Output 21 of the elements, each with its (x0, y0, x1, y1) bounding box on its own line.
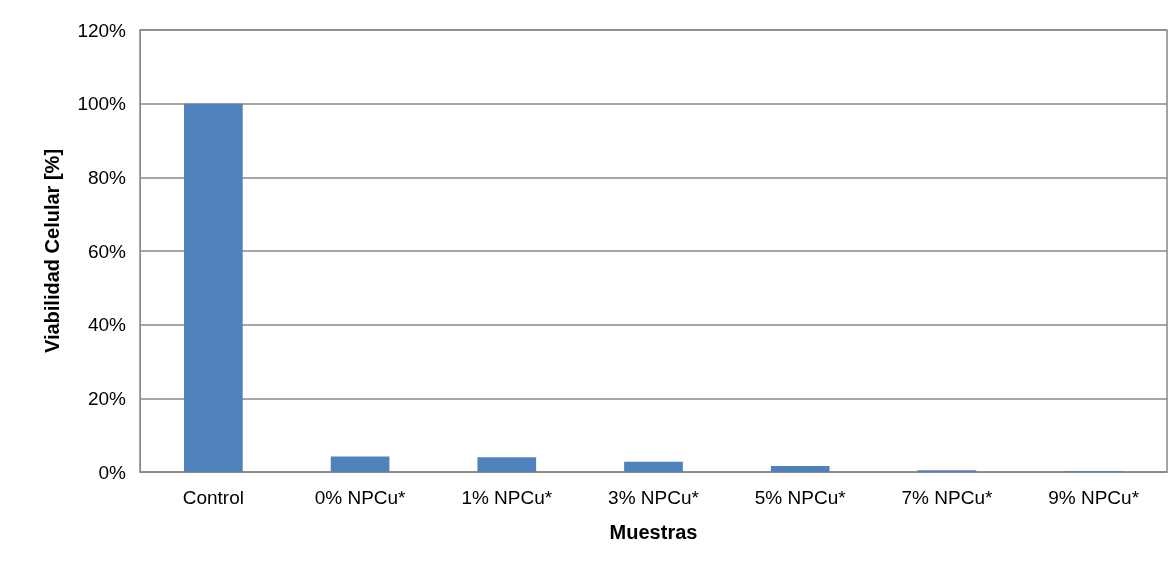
bar (184, 103, 243, 472)
x-tick-label: 0% NPCu* (314, 487, 407, 508)
x-tick-label: 9% NPCu* (1048, 487, 1140, 508)
x-tick-label: 7% NPCu* (901, 487, 993, 508)
bar (624, 461, 683, 472)
y-tick-label: 0% (98, 461, 127, 483)
x-tick-label: 3% NPCu* (608, 487, 700, 508)
y-tick-label: 40% (87, 314, 127, 336)
y-axis-title: Viabilidad Celular [%] (41, 148, 63, 354)
y-tick-label: 60% (87, 240, 127, 262)
x-tick-label: Control (182, 487, 244, 508)
x-tick-label: 1% NPCu* (461, 487, 553, 508)
bar (477, 457, 537, 472)
bar (770, 466, 830, 472)
y-tick-label: 120% (77, 19, 127, 41)
y-tick-label: 80% (87, 166, 127, 188)
y-tick-label: 20% (87, 387, 127, 409)
y-tick-label: 100% (77, 93, 127, 115)
bar (330, 456, 390, 472)
x-axis-title: Muestras (609, 521, 698, 543)
x-tick-label: 5% NPCu* (754, 487, 847, 508)
